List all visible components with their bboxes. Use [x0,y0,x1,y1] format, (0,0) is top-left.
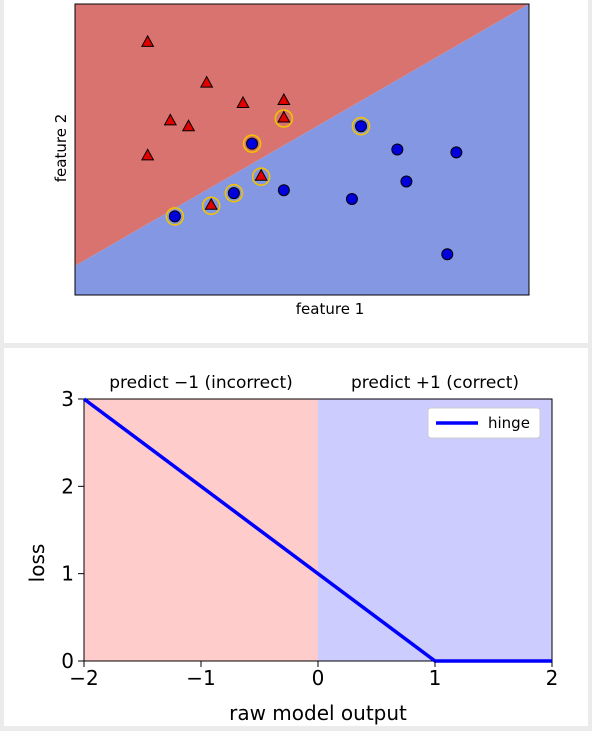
region-band-1 [318,399,552,661]
data-point-circle [400,175,413,188]
data-point-triangle [204,197,218,210]
data-point-triangle [181,119,196,132]
svm-decision-panel: feature 1 feature 2 [4,0,588,343]
y-axis-label: feature 2 [52,114,70,182]
x-axis-label: feature 1 [296,300,364,318]
y-tick-label: 1 [61,562,74,586]
legend-label-hinge: hinge [488,414,530,432]
data-point-triangle [200,75,214,88]
data-point-circle [246,137,259,150]
hinge-loss-panel: −2 −1 0 1 2 0 1 2 3 predict −1 (incorrect) predi… [4,348,588,726]
x-tick-label: −2 [69,666,98,690]
x-tick-label: −1 [186,666,215,690]
support-vector-ring [274,109,294,128]
support-vector-ring [242,134,262,153]
region-class-circle [75,4,529,295]
data-point-circle [277,184,290,197]
legend-box [427,407,541,439]
region-label-incorrect: predict −1 (incorrect) [109,373,293,393]
x-tick-label: 1 [429,666,442,690]
data-point-triangle [277,92,291,106]
support-vector-ring [351,116,371,136]
data-point-triangle [140,34,155,47]
hinge-loss-chart: −2 −1 0 1 2 0 1 2 3 predict −1 (incorrect) predi… [25,373,558,725]
data-point-circle [345,192,358,205]
bottom-plot-area: −2 −1 0 1 2 0 1 2 3 [61,387,558,690]
data-point-triangle [236,95,250,108]
y-tick-label: 3 [61,387,74,411]
support-vector-ring [251,167,271,186]
region-label-correct: predict +1 (correct) [351,373,519,393]
x-tick-label: 2 [546,666,559,690]
data-point-triangle [140,148,155,161]
legend: hinge [427,407,541,439]
data-point-circle [441,248,454,261]
data-point-circle [391,143,404,156]
data-point-circle [355,120,368,133]
top-plot-area [74,3,530,296]
plot-frame [74,3,530,296]
svm-scatter-chart: feature 1 feature 2 [52,3,530,318]
data-point-circle [227,187,240,200]
support-vector-ring [224,183,244,203]
y-tick-label: 0 [61,649,74,673]
data-point-triangle [277,110,291,123]
data-point-triangle [254,168,268,181]
region-band-0 [84,399,318,661]
data-point-triangle [163,113,177,126]
data-point-circle [450,146,463,159]
support-vector-ring [201,196,221,216]
x-tick-label: 0 [312,666,325,690]
support-vector-ring [165,207,185,226]
y-tick-label: 2 [61,474,74,498]
y-axis-label: loss [25,544,49,583]
data-point-circle [168,210,181,223]
x-axis-label: raw model output [229,701,407,725]
